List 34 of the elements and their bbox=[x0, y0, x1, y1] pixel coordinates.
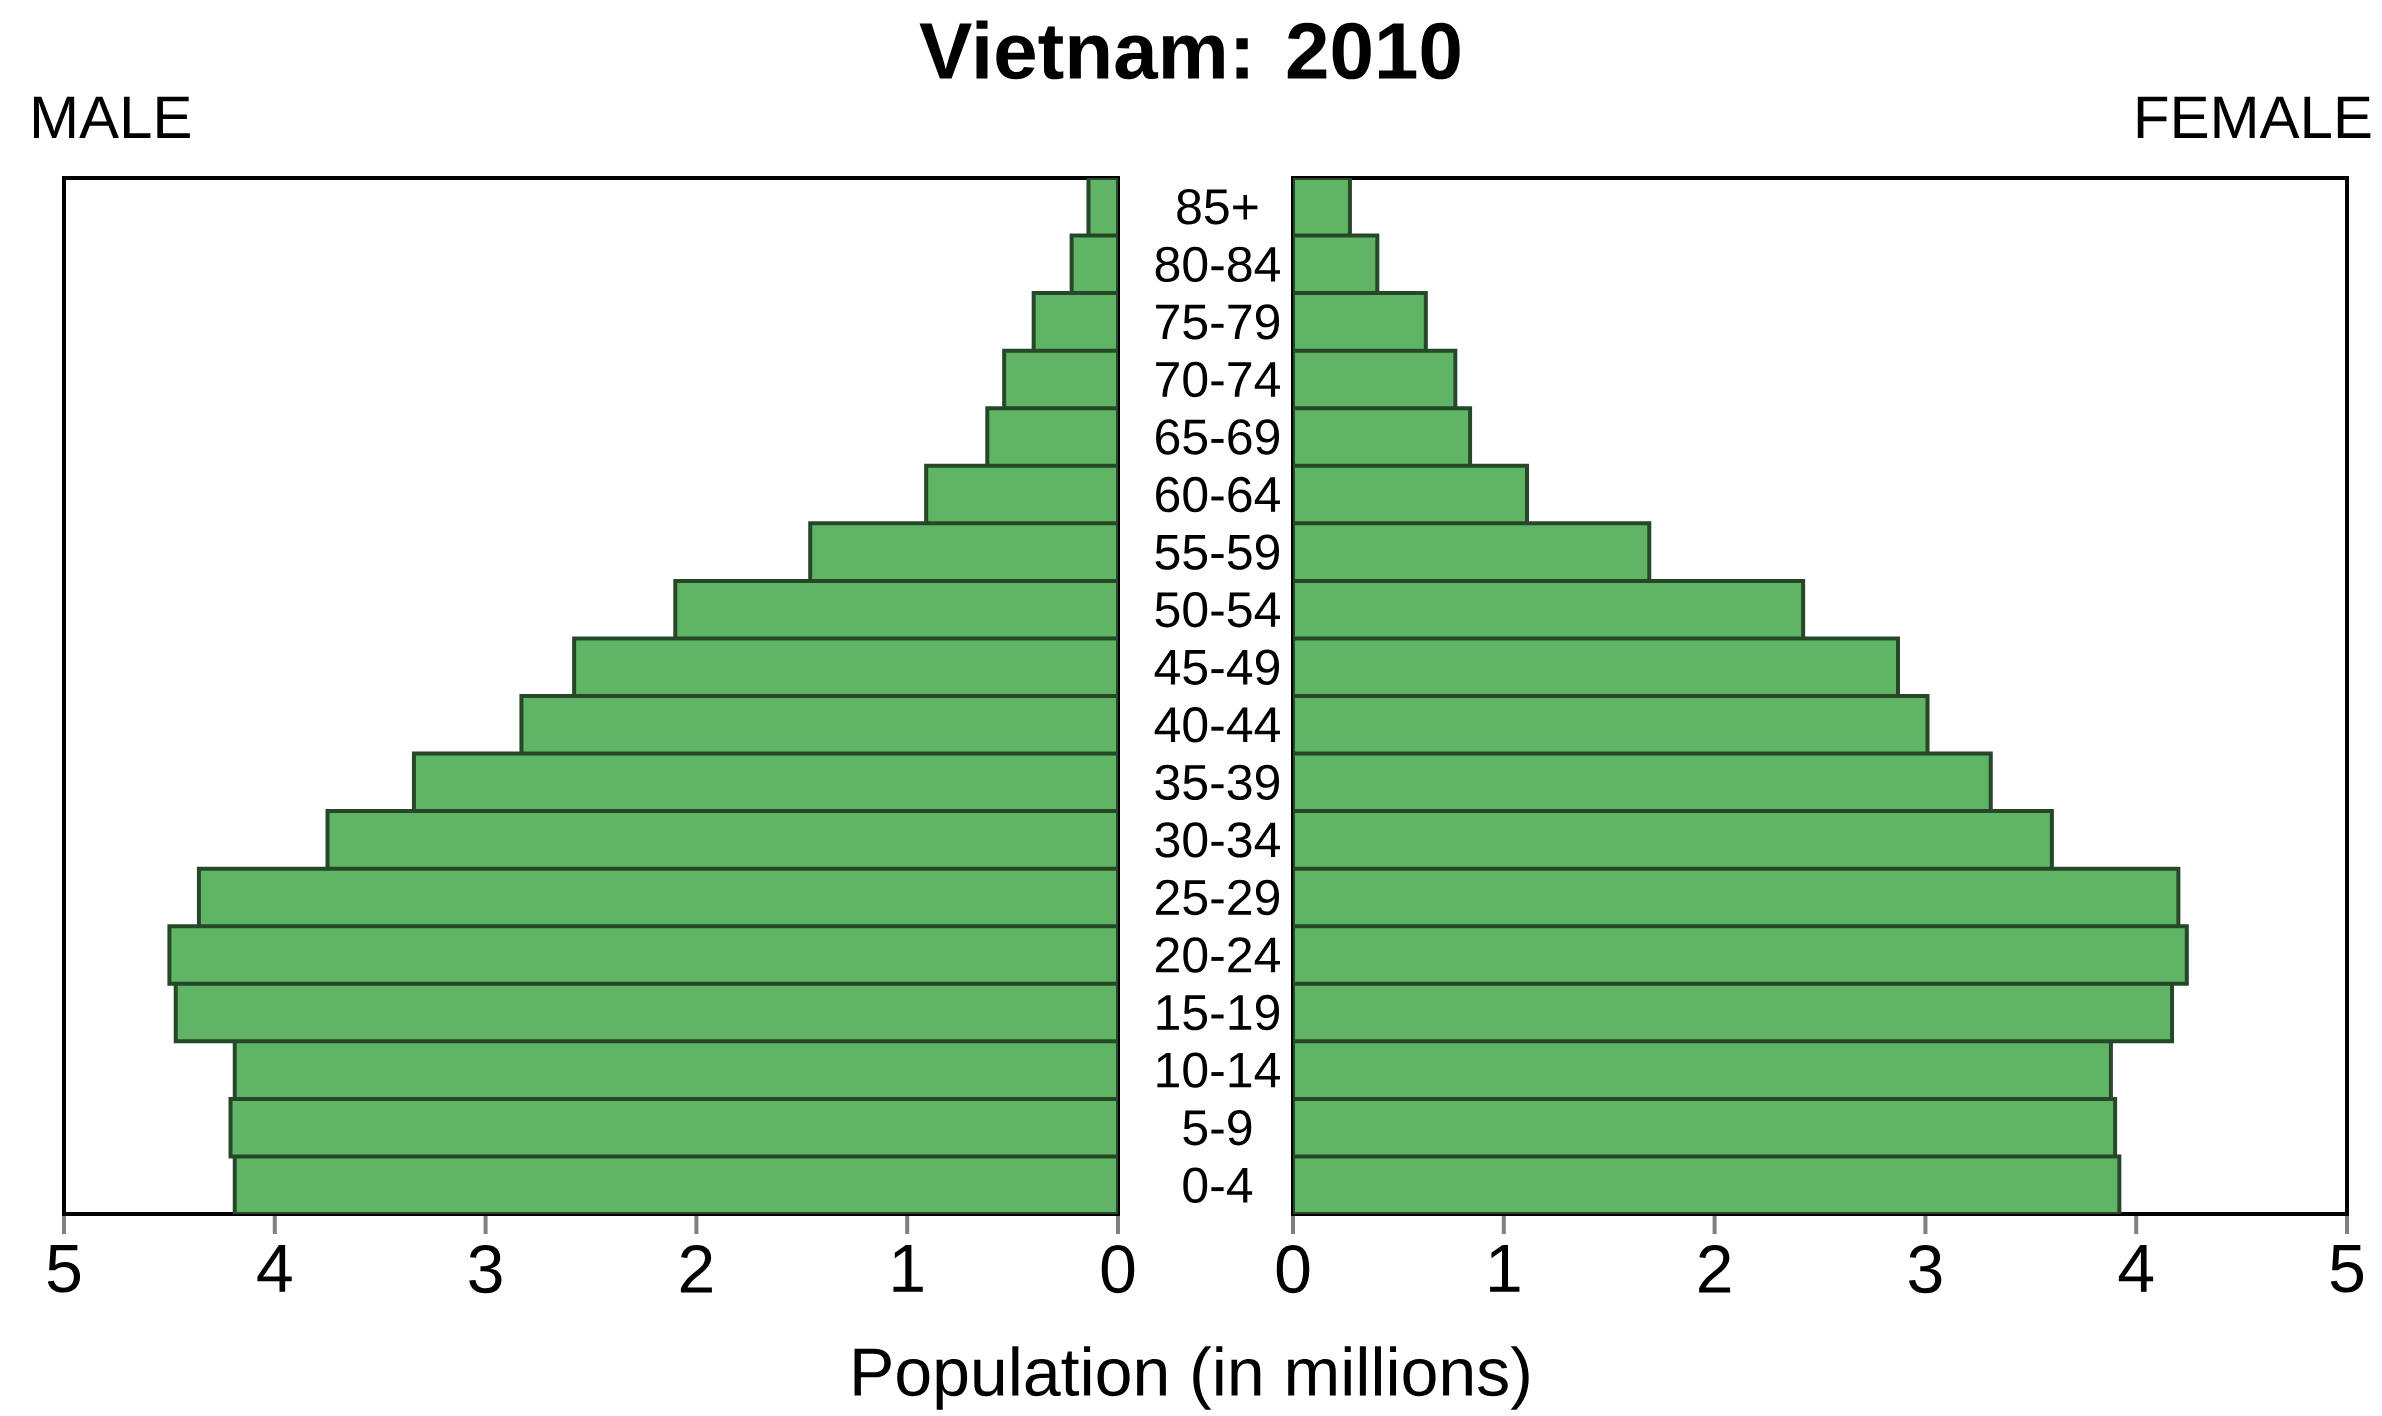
y-tick-label: 75-79 bbox=[1156, 304, 1280, 340]
y-tick-label: 55-59 bbox=[1155, 534, 1280, 570]
chart-title: Vietnam: 2010 bbox=[919, 20, 1460, 80]
x-axis-title: Population (in millions) bbox=[854, 1346, 1529, 1410]
chart-subtitle: MALE bbox=[34, 96, 190, 138]
y-tick-label: 70-74 bbox=[1156, 361, 1280, 397]
y-tick-label: 5-9 bbox=[1183, 1109, 1252, 1146]
y-tick-label: 0-4 bbox=[1183, 1167, 1253, 1203]
y-tick-label: 25-29 bbox=[1156, 879, 1280, 915]
x-tick-label: 4 bbox=[2118, 1244, 2154, 1292]
y-tick-label: 80-84 bbox=[1155, 246, 1280, 282]
x-tick-label: 3 bbox=[1909, 1244, 1942, 1294]
y-tick-label: 30-34 bbox=[1155, 822, 1280, 858]
x-tick-label: 4 bbox=[257, 1244, 292, 1292]
y-tick-label: 45-49 bbox=[1154, 649, 1280, 685]
x-tick-label: 1 bbox=[893, 1244, 923, 1292]
chart-subtitle: FEMALE bbox=[2137, 96, 2371, 138]
x-tick-label: 2 bbox=[1699, 1244, 1731, 1293]
y-tick-label: 65-69 bbox=[1156, 419, 1280, 455]
x-tick-label: 1 bbox=[1490, 1244, 1520, 1292]
y-tick-label: 35-39 bbox=[1155, 764, 1280, 800]
y-tick-label: 60-64 bbox=[1156, 476, 1280, 513]
y-tick-label: 40-44 bbox=[1154, 706, 1280, 743]
x-tick-label: 2 bbox=[680, 1244, 712, 1293]
y-tick-label: 50-54 bbox=[1155, 591, 1280, 628]
x-tick-label: 5 bbox=[2330, 1244, 2364, 1293]
x-tick-label: 5 bbox=[47, 1244, 81, 1293]
y-tick-label: 15-19 bbox=[1157, 994, 1280, 1031]
y-tick-label: 85+ bbox=[1177, 188, 1258, 225]
y-tick-label: 20-24 bbox=[1156, 937, 1280, 973]
y-tick-label: 10-14 bbox=[1157, 1052, 1280, 1088]
x-tick-label: 0 bbox=[1101, 1244, 1135, 1294]
x-tick-label: 3 bbox=[469, 1244, 502, 1294]
x-tick-label: 0 bbox=[1276, 1244, 1310, 1294]
